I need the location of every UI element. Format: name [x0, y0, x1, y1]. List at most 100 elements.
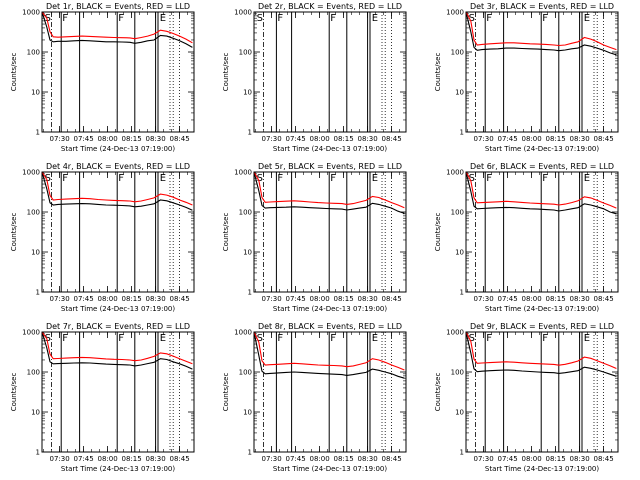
x-tick-label: 08:00	[310, 455, 330, 463]
panel-5: Det 5r, BLACK = Events, RED = LLD Counts/…	[222, 162, 407, 313]
x-tick-label: 07:30	[474, 455, 494, 463]
flag-label: F	[486, 173, 492, 184]
flag-label: E	[160, 173, 166, 184]
panel-6: Det 6r, BLACK = Events, RED = LLD Counts/…	[434, 162, 619, 313]
x-tick-label: 08:00	[522, 295, 542, 303]
y-axis-label: Counts/sec	[222, 213, 230, 252]
x-axis-label: Start Time (24-Dec-13 07:19:00)	[485, 305, 599, 313]
y-tick-label: 1000	[446, 9, 464, 17]
series-events-line	[253, 331, 405, 379]
plot-frame	[253, 11, 407, 133]
plot-frame	[41, 11, 195, 133]
x-tick-label: 08:45	[594, 295, 614, 303]
panel-title: Det 9r, BLACK = Events, RED = LLD	[470, 322, 614, 331]
x-tick-label: 08:45	[594, 135, 614, 143]
x-tick-label: 07:30	[474, 135, 494, 143]
flag-label: F	[62, 333, 68, 344]
y-tick-label: 1	[36, 289, 40, 297]
x-tick-label: 07:45	[498, 455, 518, 463]
x-tick-label: 08:30	[358, 295, 378, 303]
flag-label: E	[372, 333, 378, 344]
flag-label: S	[469, 13, 475, 24]
x-axis-label: Start Time (24-Dec-13 07:19:00)	[273, 145, 387, 153]
panel-title: Det 4r, BLACK = Events, RED = LLD	[46, 162, 190, 171]
x-axis-label: Start Time (24-Dec-13 07:19:00)	[273, 465, 387, 473]
x-tick-label: 08:15	[546, 295, 566, 303]
y-axis-label: Counts/sec	[222, 53, 230, 92]
flag-label: S	[257, 13, 263, 24]
panel-title: Det 2r, BLACK = Events, RED = LLD	[258, 2, 402, 11]
x-tick-label: 08:45	[170, 295, 190, 303]
y-tick-label: 1000	[234, 169, 252, 177]
panel-3: Det 3r, BLACK = Events, RED = LLD Counts/…	[434, 2, 619, 153]
flag-label: F	[118, 173, 124, 184]
y-axis-label: Counts/sec	[222, 373, 230, 412]
x-tick-label: 08:00	[522, 455, 542, 463]
x-tick-label: 08:30	[570, 455, 590, 463]
x-tick-label: 07:30	[262, 295, 282, 303]
flag-label: S	[257, 173, 263, 184]
y-tick-label: 10	[31, 249, 40, 257]
plot-frame	[465, 171, 619, 293]
x-tick-label: 07:45	[286, 135, 306, 143]
x-tick-label: 08:00	[310, 295, 330, 303]
y-tick-label: 1000	[22, 169, 40, 177]
flag-label: E	[584, 173, 590, 184]
panel-8: Det 8r, BLACK = Events, RED = LLD Counts/…	[222, 322, 407, 473]
x-tick-label: 08:30	[570, 135, 590, 143]
y-tick-label: 100	[239, 209, 252, 217]
x-axis-label: Start Time (24-Dec-13 07:19:00)	[273, 305, 387, 313]
flag-label: F	[277, 173, 283, 184]
flag-label: E	[160, 333, 166, 344]
x-tick-label: 07:45	[74, 135, 94, 143]
y-tick-label: 1	[248, 449, 252, 457]
flag-label: E	[372, 173, 378, 184]
x-tick-label: 08:45	[382, 295, 402, 303]
y-tick-label: 1	[460, 289, 464, 297]
x-axis-label: Start Time (24-Dec-13 07:19:00)	[61, 305, 175, 313]
x-tick-label: 08:15	[334, 455, 354, 463]
y-axis-label: Counts/sec	[10, 53, 18, 92]
y-tick-label: 1	[248, 289, 252, 297]
flag-label: F	[486, 13, 492, 24]
x-tick-label: 08:45	[170, 455, 190, 463]
x-tick-label: 08:45	[170, 135, 190, 143]
plot-frame	[465, 11, 619, 133]
x-tick-label: 08:15	[122, 295, 142, 303]
x-tick-label: 08:15	[546, 455, 566, 463]
y-tick-label: 1	[460, 449, 464, 457]
panel-9: Det 9r, BLACK = Events, RED = LLD Counts/…	[434, 322, 619, 473]
x-tick-label: 07:30	[50, 135, 70, 143]
series-lld-line	[465, 331, 617, 370]
flag-label: S	[45, 333, 51, 344]
flag-label: S	[469, 333, 475, 344]
x-tick-label: 07:30	[474, 295, 494, 303]
plot-frame	[253, 171, 407, 293]
panel-7: Det 7r, BLACK = Events, RED = LLD Counts/…	[10, 322, 195, 473]
y-tick-label: 1000	[234, 329, 252, 337]
x-tick-label: 07:30	[50, 295, 70, 303]
flag-label: F	[542, 333, 548, 344]
series-lld-line	[465, 11, 617, 51]
x-tick-label: 07:45	[498, 295, 518, 303]
y-tick-label: 10	[243, 249, 252, 257]
y-tick-label: 1000	[234, 9, 252, 17]
x-tick-label: 08:30	[570, 295, 590, 303]
x-tick-label: 08:30	[358, 135, 378, 143]
panel-title: Det 3r, BLACK = Events, RED = LLD	[470, 2, 614, 11]
y-tick-label: 10	[455, 409, 464, 417]
series-lld-line	[253, 171, 405, 209]
x-axis-label: Start Time (24-Dec-13 07:19:00)	[61, 465, 175, 473]
panel-title: Det 1r, BLACK = Events, RED = LLD	[46, 2, 190, 11]
x-tick-label: 07:30	[262, 455, 282, 463]
panel-title: Det 7r, BLACK = Events, RED = LLD	[46, 322, 190, 331]
flag-label: F	[330, 13, 336, 24]
flag-label: S	[45, 173, 51, 184]
y-tick-label: 10	[31, 89, 40, 97]
x-tick-label: 08:45	[382, 135, 402, 143]
flag-label: F	[62, 13, 68, 24]
panel-1: Det 1r, BLACK = Events, RED = LLD Counts/…	[10, 2, 195, 153]
x-tick-label: 07:45	[498, 135, 518, 143]
flag-label: F	[118, 333, 124, 344]
y-axis-label: Counts/sec	[10, 213, 18, 252]
